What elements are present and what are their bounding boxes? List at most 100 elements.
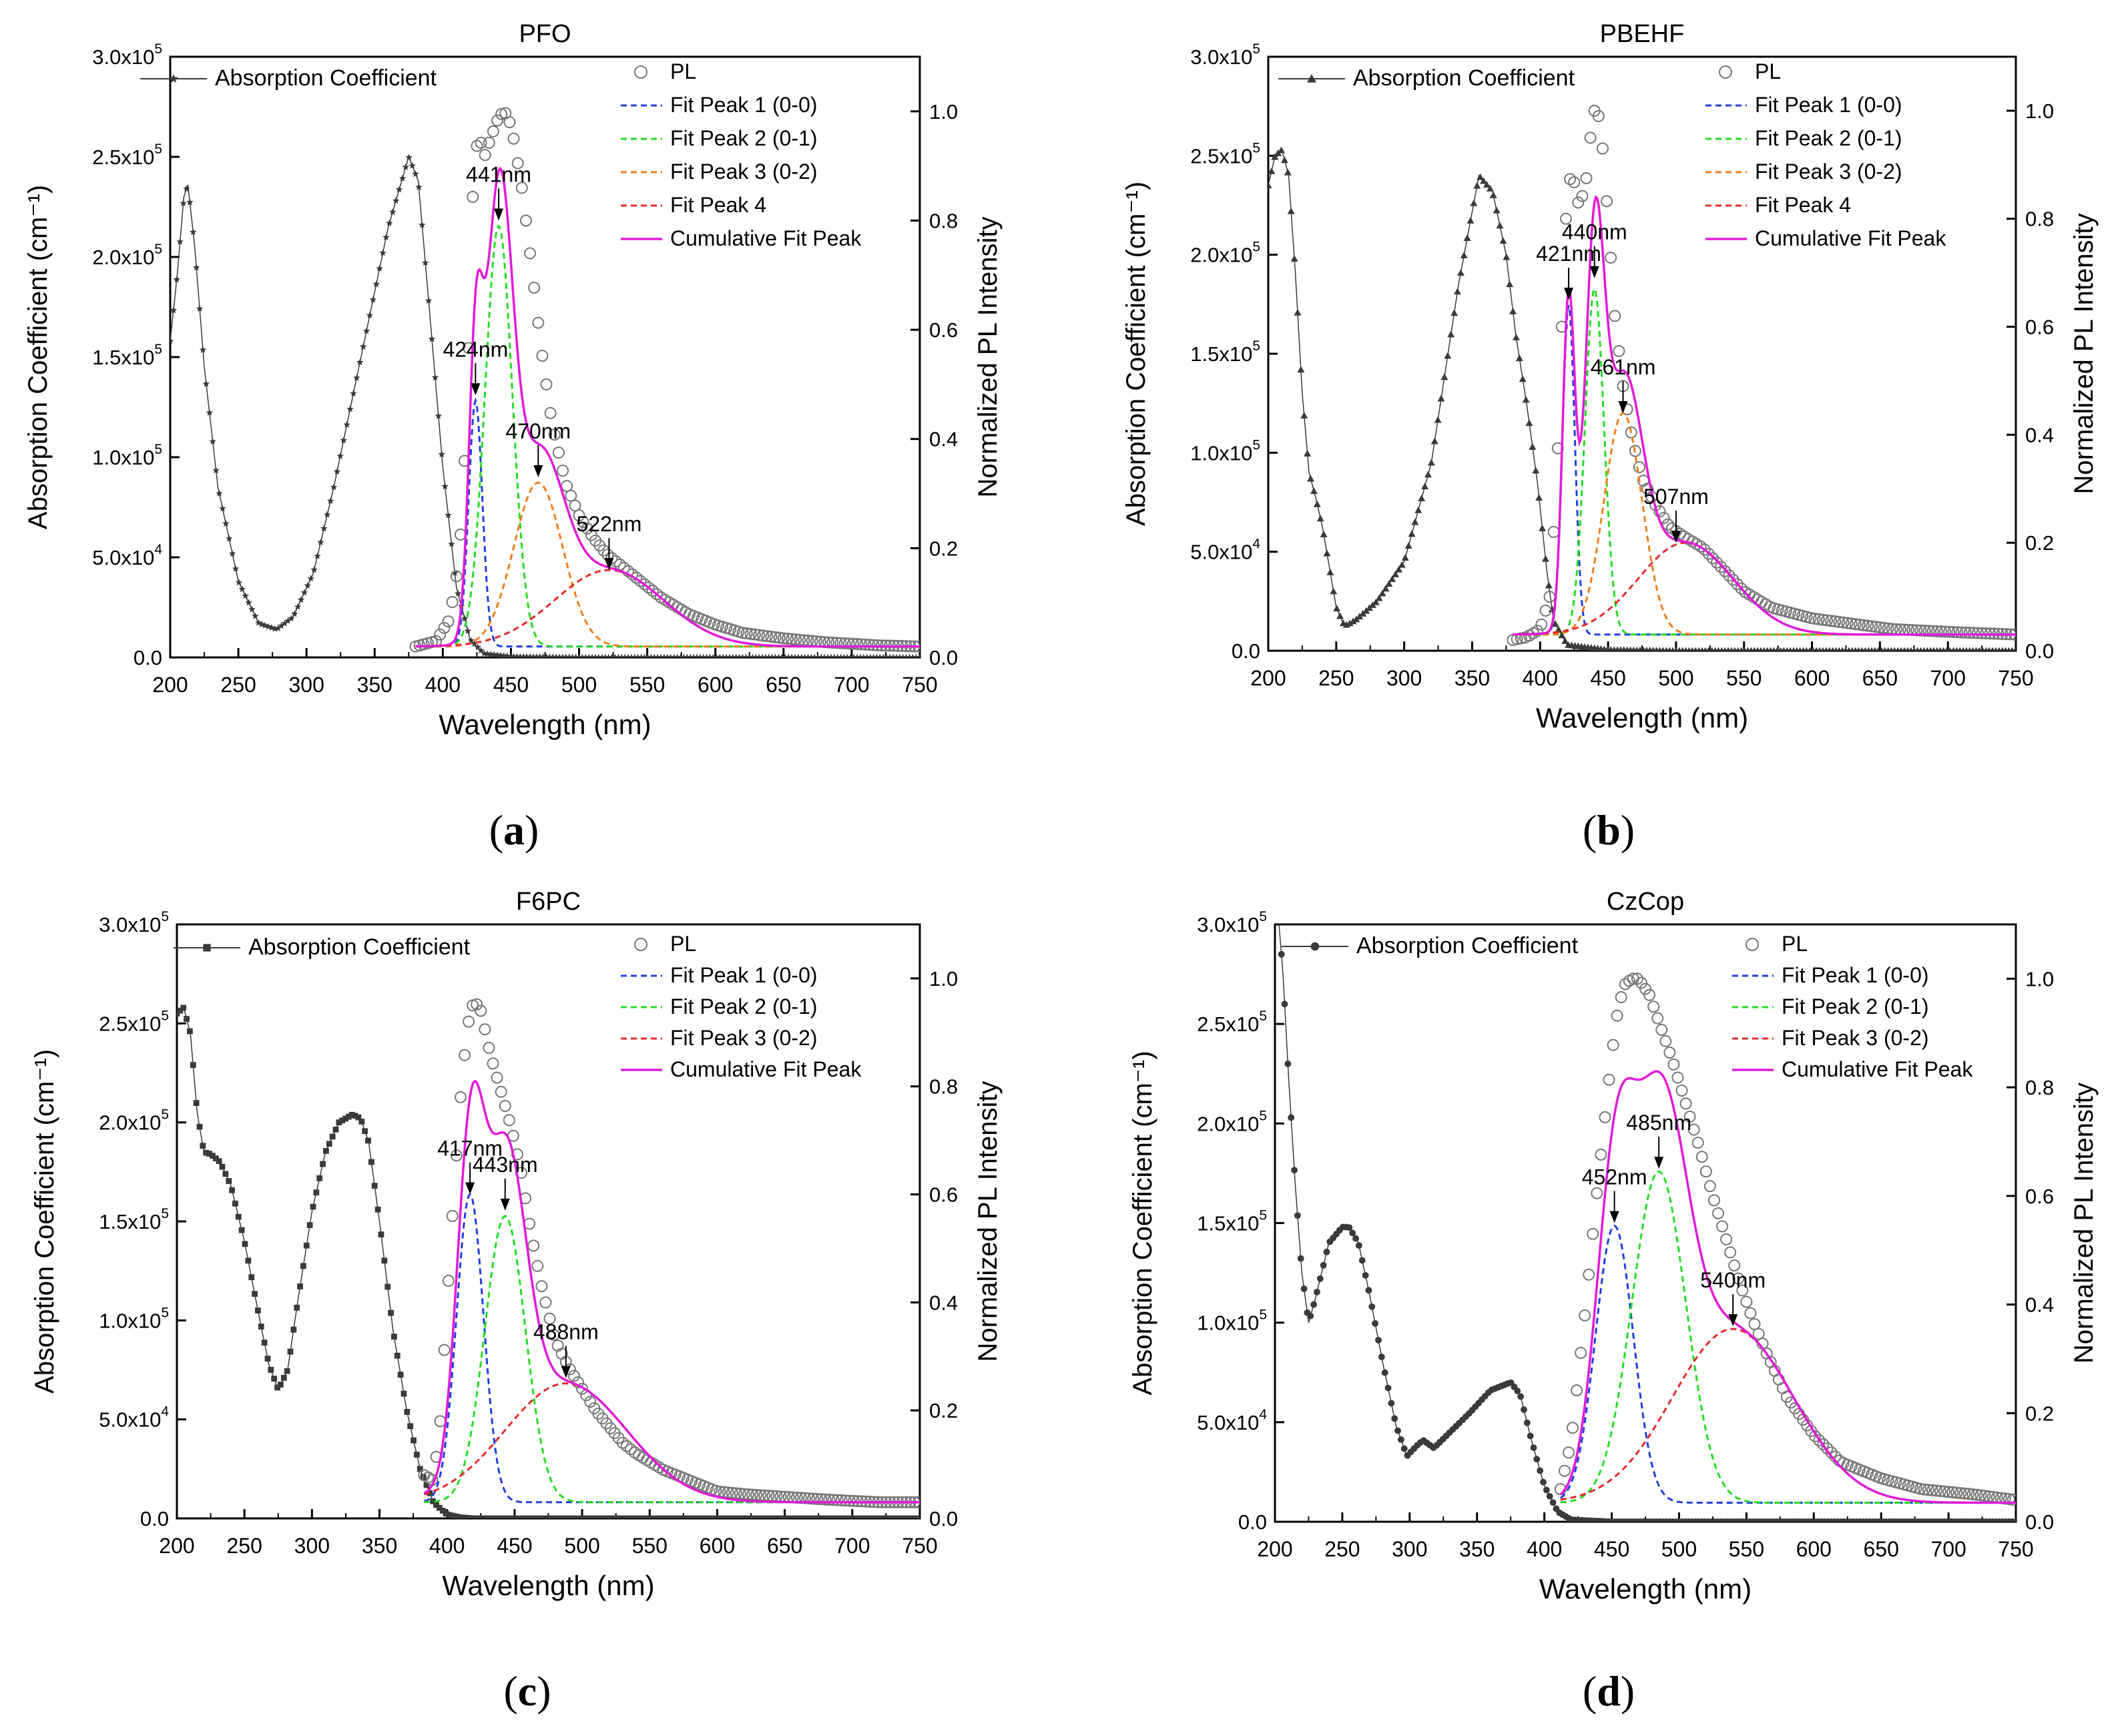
pl-point bbox=[1583, 1268, 1595, 1281]
legend-fit-peak-1: Fit Peak 1 (0-0) bbox=[1705, 93, 1902, 117]
pl-markers bbox=[1554, 972, 2016, 1506]
chart-panel-b: PBEHF 200 250 300 350 400 450 500 550 600 650 700 75… bbox=[1121, 20, 2099, 854]
absorption-point bbox=[183, 185, 190, 192]
legend-fit-peak-3: Fit Peak 3 (0-2) bbox=[1705, 160, 1902, 184]
pl-point bbox=[475, 1004, 487, 1017]
absorption-point bbox=[1925, 647, 1930, 651]
absorption-point bbox=[812, 1515, 819, 1518]
legend-pl-label: PL bbox=[1755, 59, 1781, 83]
pl-point bbox=[811, 1492, 824, 1505]
y-axis-label: Absorption Coefficient (cm⁻¹) bbox=[1121, 182, 1151, 526]
x-tick-label: 350 bbox=[362, 1534, 397, 1558]
absorption-point bbox=[1866, 647, 1871, 651]
absorption-point bbox=[511, 1515, 517, 1518]
absorption-point bbox=[248, 605, 256, 613]
absorption-point bbox=[1647, 646, 1653, 651]
absorption-point bbox=[1944, 647, 1949, 651]
absorption-point bbox=[916, 1515, 920, 1518]
pl-point bbox=[773, 631, 786, 644]
y2-axis-label: Normalized PL Intensity bbox=[2069, 214, 2099, 495]
absorption-point bbox=[278, 622, 285, 629]
legend-fit-peak-4: Fit Peak 4 bbox=[1705, 193, 1851, 217]
absorption-point bbox=[1336, 612, 1344, 619]
absorption-point bbox=[1768, 647, 1773, 651]
absorption-point bbox=[248, 1274, 255, 1281]
legend-pl: PL bbox=[1719, 59, 1781, 83]
pl-point bbox=[471, 998, 483, 1010]
pl-point bbox=[826, 636, 839, 649]
absorption-point bbox=[219, 1163, 226, 1170]
pl-point bbox=[1735, 582, 1748, 595]
absorption-point bbox=[1401, 554, 1409, 561]
legend-cumulative-label: Cumulative Fit Peak bbox=[670, 226, 862, 250]
absorption-point bbox=[176, 238, 184, 245]
fit-peak-1-line bbox=[1559, 1224, 2016, 1504]
absorption-point bbox=[459, 1514, 465, 1518]
absorption-point bbox=[1808, 647, 1812, 651]
pl-point bbox=[1579, 1309, 1591, 1322]
pl-point bbox=[819, 1493, 832, 1506]
absorption-point bbox=[1372, 598, 1380, 605]
pl-point bbox=[1728, 1259, 1741, 1271]
absorption-point bbox=[643, 1515, 650, 1518]
legend-pl: PL bbox=[1746, 932, 1808, 956]
absorption-point bbox=[451, 569, 459, 576]
pl-point bbox=[781, 632, 794, 645]
absorption-point bbox=[428, 335, 436, 342]
absorption-point bbox=[1765, 647, 1770, 651]
x-tick-label: 750 bbox=[1998, 666, 2033, 690]
absorption-point bbox=[1782, 647, 1786, 651]
absorption-point bbox=[379, 249, 386, 256]
absorption-point bbox=[1879, 647, 1884, 651]
absorption-point bbox=[232, 1200, 238, 1207]
pl-point bbox=[650, 588, 663, 601]
y2-tick-label: 1.0 bbox=[2025, 99, 2054, 123]
absorption-point bbox=[1993, 647, 1998, 651]
absorption-point bbox=[226, 535, 233, 542]
absorption-point bbox=[1346, 619, 1354, 627]
absorption-point bbox=[1958, 647, 1962, 651]
absorption-point bbox=[725, 1515, 732, 1518]
absorption-point bbox=[219, 505, 226, 512]
legend-fit-peak-3: Fit Peak 3 (0-2) bbox=[621, 1026, 818, 1050]
y-tick-label: 1.0x105 bbox=[92, 442, 162, 469]
absorption-point bbox=[1561, 637, 1569, 644]
absorption-point bbox=[611, 1515, 618, 1518]
panel-label: (d) bbox=[1583, 1667, 1635, 1715]
absorption-point bbox=[1758, 647, 1764, 651]
pl-point bbox=[1976, 627, 1988, 639]
absorption-point bbox=[446, 1512, 453, 1518]
absorption-point bbox=[456, 1514, 462, 1518]
annotation-arrowhead bbox=[500, 1198, 510, 1211]
pl-point bbox=[539, 1296, 552, 1309]
absorption-point bbox=[495, 1515, 501, 1518]
absorption-point bbox=[1388, 1400, 1395, 1407]
absorption-point bbox=[1846, 647, 1851, 651]
y2-tick-label: 0.0 bbox=[2025, 1510, 2054, 1534]
y-tick-mantissa: 1.0x10 bbox=[1190, 441, 1252, 465]
absorption-point bbox=[389, 208, 396, 215]
absorption-point bbox=[543, 1515, 550, 1518]
absorption-point bbox=[453, 1513, 459, 1518]
absorption-point bbox=[1892, 647, 1897, 651]
absorption-point bbox=[300, 589, 308, 596]
absorption-point bbox=[1928, 647, 1933, 651]
absorption-point bbox=[1918, 647, 1923, 651]
pl-point bbox=[491, 114, 504, 127]
pl-point bbox=[503, 1114, 515, 1127]
absorption-point bbox=[193, 264, 200, 271]
pl-point bbox=[1699, 1165, 1712, 1178]
pl-point bbox=[1635, 976, 1647, 989]
absorption-point bbox=[479, 1515, 485, 1518]
absorption-point bbox=[774, 1515, 780, 1518]
y-tick-mantissa: 3.0x10 bbox=[92, 45, 154, 69]
pl-point bbox=[838, 637, 851, 649]
absorption-point bbox=[1951, 647, 1956, 651]
y-tick-label: 1.5x105 bbox=[1197, 1208, 1267, 1235]
y2-tick-label: 1.0 bbox=[2025, 967, 2054, 990]
absorption-point bbox=[268, 1367, 274, 1373]
y-tick-label: 2.5x105 bbox=[99, 1008, 169, 1035]
fit-peak-2-line bbox=[1560, 1170, 2016, 1504]
absorption-point bbox=[423, 1482, 430, 1488]
